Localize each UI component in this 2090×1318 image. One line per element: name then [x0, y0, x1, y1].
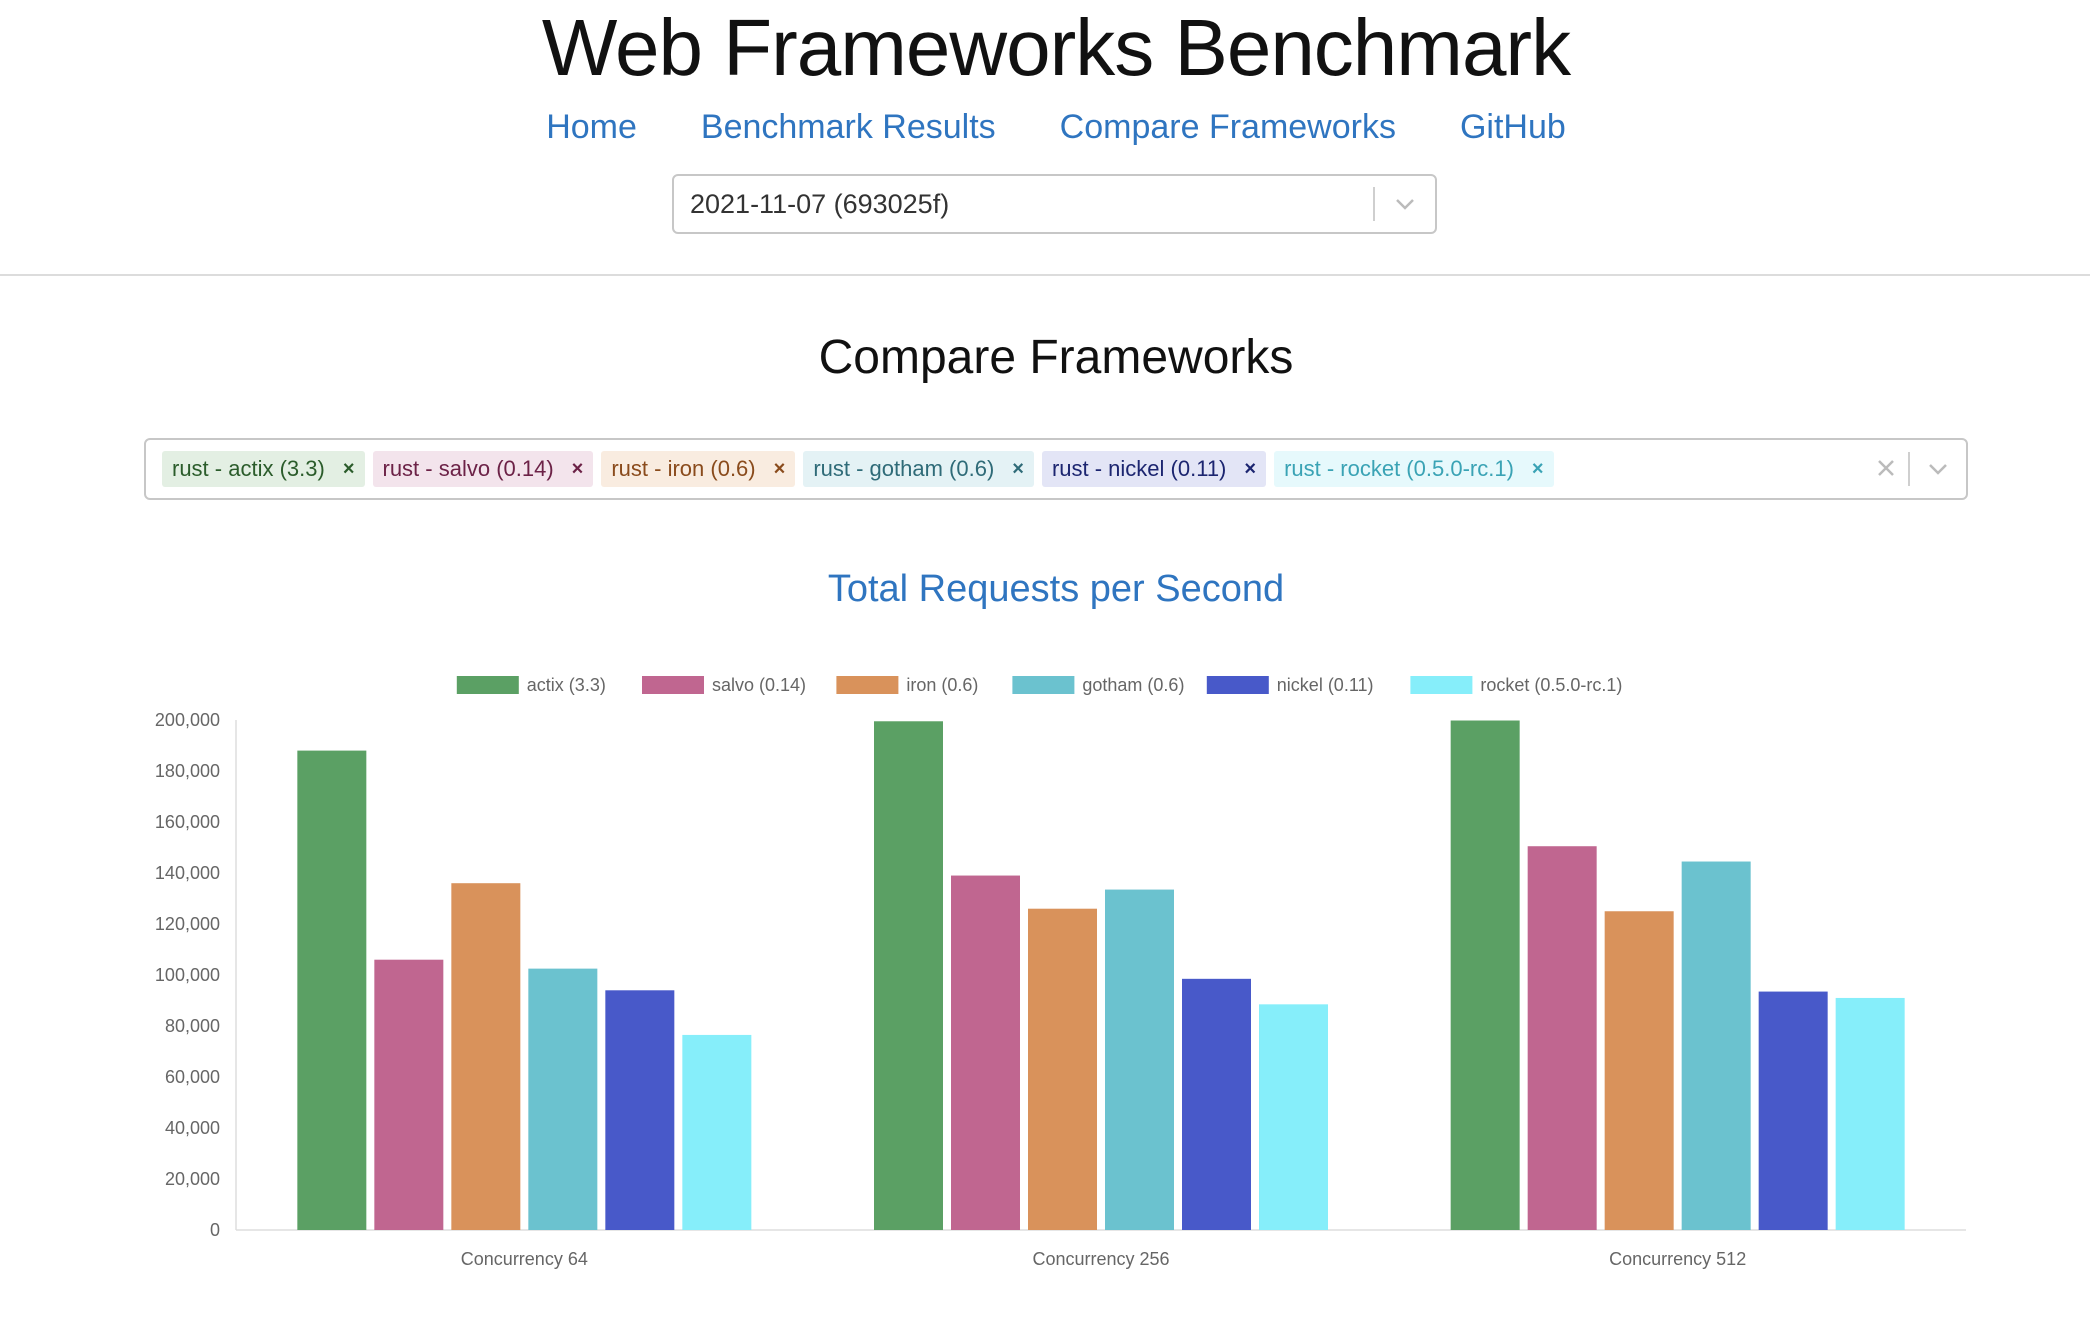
bar-2-2 [1604, 911, 1674, 1230]
legend-label: nickel (0.11) [1277, 675, 1374, 695]
close-icon[interactable]: × [1244, 457, 1257, 480]
bar-5-0 [682, 1034, 752, 1230]
bar-3-0 [528, 968, 598, 1230]
framework-tag: rust - actix (3.3) × [162, 451, 365, 487]
y-tick-label: 80,000 [165, 1016, 220, 1036]
legend-swatch [1410, 676, 1473, 694]
nav-home[interactable]: Home [546, 108, 637, 146]
y-tick-label: 160,000 [155, 812, 220, 832]
header-divider [0, 274, 2090, 276]
nav-benchmark-results[interactable]: Benchmark Results [700, 108, 996, 146]
y-tick-label: 60,000 [165, 1067, 220, 1087]
main-nav: Home Benchmark Results Compare Framework… [0, 108, 2090, 147]
close-icon[interactable]: × [342, 457, 355, 480]
select-separator [1373, 187, 1375, 221]
y-tick-label: 120,000 [155, 914, 220, 934]
legend-swatch [642, 676, 704, 694]
legend-label: gotham (0.6) [1082, 675, 1184, 695]
y-tick-label: 200,000 [155, 710, 220, 730]
framework-tag-label: rust - nickel (0.11) [1051, 456, 1227, 481]
date-select-value: 2021-11-07 (693025f) [690, 188, 950, 219]
close-icon[interactable]: × [571, 457, 584, 480]
framework-tag-label: rust - actix (3.3) [172, 456, 325, 481]
date-select[interactable]: 2021-11-07 (693025f) [672, 174, 1437, 234]
page-title: Compare Frameworks [818, 331, 1294, 384]
legend-label: salvo (0.14) [712, 675, 806, 695]
bar-5-2 [1835, 997, 1905, 1230]
close-icon[interactable]: × [1012, 457, 1024, 480]
y-tick-label: 180,000 [155, 761, 220, 781]
select-separator [1908, 452, 1910, 486]
legend-swatch [1012, 676, 1075, 694]
clear-icon[interactable] [1864, 453, 1908, 485]
selected-tags: rust - actix (3.3) × rust - salvo (0.14) × r… [162, 451, 1864, 487]
framework-tag-label: rust - iron (0.6) [611, 456, 756, 481]
chevron-down-icon[interactable] [1910, 440, 1966, 498]
bar-2-1 [1028, 908, 1097, 1230]
nav-compare-frameworks[interactable]: Compare Frameworks [1059, 108, 1396, 146]
y-tick-label: 140,000 [155, 863, 220, 883]
bar-5-1 [1259, 1004, 1328, 1230]
x-tick-label: Concurrency 512 [1609, 1249, 1746, 1269]
bar-1-1 [951, 875, 1020, 1230]
framework-tag: rust - rocket (0.5.0-rc.1) × [1274, 451, 1554, 487]
bar-4-2 [1758, 991, 1828, 1230]
close-icon[interactable]: × [773, 457, 786, 480]
y-tick-label: 20,000 [165, 1169, 220, 1189]
nav-github[interactable]: GitHub [1459, 108, 1566, 146]
chart-title: Total Requests per Second [827, 568, 1285, 610]
bar-chart: 0 20,000 40,000 60,000 80,000 100,000 120,000 1… [155, 675, 1966, 1269]
legend-swatch [1206, 676, 1269, 694]
close-icon[interactable]: × [1531, 457, 1544, 480]
bar-4-1 [1182, 978, 1251, 1230]
x-tick-label: Concurrency 64 [461, 1249, 588, 1269]
framework-tag: rust - gotham (0.6) × [803, 451, 1034, 487]
chevron-down-icon[interactable] [1375, 176, 1435, 232]
bar-2-0 [451, 883, 521, 1230]
y-tick-label: 0 [210, 1220, 220, 1240]
bar-0-2 [1450, 720, 1520, 1230]
bar-1-2 [1527, 846, 1597, 1230]
framework-tag: rust - iron (0.6) × [601, 451, 796, 487]
bar-0-0 [297, 750, 367, 1230]
bar-3-2 [1681, 861, 1751, 1230]
legend-label: rocket (0.5.0-rc.1) [1480, 675, 1622, 695]
x-tick-label: Concurrency 256 [1032, 1249, 1169, 1269]
y-tick-label: 100,000 [155, 965, 220, 985]
framework-tag-label: rust - rocket (0.5.0-rc.1) [1284, 456, 1514, 481]
framework-tag-label: rust - gotham (0.6) [813, 456, 995, 481]
framework-tag-label: rust - salvo (0.14) [382, 456, 554, 481]
site-title: Web Frameworks Benchmark [541, 3, 1571, 92]
legend-label: actix (3.3) [527, 675, 606, 695]
bar-3-1 [1105, 889, 1174, 1230]
legend-label: iron (0.6) [906, 675, 978, 695]
legend-swatch [456, 676, 519, 694]
bar-0-1 [874, 721, 943, 1230]
y-tick-label: 40,000 [165, 1118, 220, 1138]
framework-tag: rust - salvo (0.14) × [372, 451, 594, 487]
legend-swatch [836, 676, 899, 694]
bar-1-0 [374, 959, 444, 1230]
frameworks-multiselect[interactable]: rust - actix (3.3) × rust - salvo (0.14) × r… [144, 438, 1968, 500]
framework-tag: rust - nickel (0.11) × [1041, 451, 1267, 487]
bar-4-0 [605, 990, 675, 1230]
